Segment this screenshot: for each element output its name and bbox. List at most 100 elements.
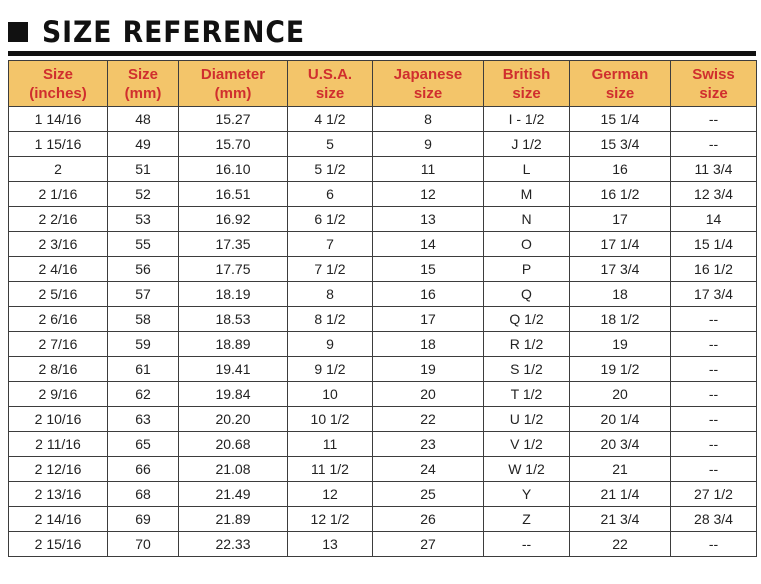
table-cell: S 1/2 (483, 356, 570, 382)
column-header: Swiss size (670, 60, 757, 107)
table-cell: 5 1/2 (287, 156, 373, 182)
table-cell: 9 1/2 (287, 356, 373, 382)
table-cell: 14 (372, 231, 484, 257)
table-cell: 2 11/16 (8, 431, 108, 457)
table-cell: J 1/2 (483, 131, 570, 157)
table-cell: 49 (107, 131, 179, 157)
table-row: 2 13/16 68 21.49 12 25 Y 21 1/4 27 1/2 (8, 481, 757, 507)
column-header: Size (inches) (8, 60, 108, 107)
column-header-line: Japanese (393, 65, 463, 83)
table-cell: 21.89 (178, 506, 288, 532)
table-cell: 7 (287, 231, 373, 257)
table-cell: 8 (372, 106, 484, 132)
column-header-line: (mm) (214, 84, 252, 102)
table-cell: 2 14/16 (8, 506, 108, 532)
table-body: 1 14/16 48 15.27 4 1/2 8 I - 1/2 15 1/4 -- 1 15/… (8, 106, 757, 557)
table-row: 1 14/16 48 15.27 4 1/2 8 I - 1/2 15 1/4 -- (8, 106, 757, 132)
table-cell: 8 1/2 (287, 306, 373, 332)
table-cell: 19 (372, 356, 484, 382)
table-cell: 16.51 (178, 181, 288, 207)
page-title: SIZE REFERENCE (42, 15, 306, 49)
column-header: British size (483, 60, 570, 107)
table-cell: Y (483, 481, 570, 507)
table-cell: 27 (372, 531, 484, 557)
table-row: 2 10/16 63 20.20 10 1/2 22 U 1/2 20 1/4 -- (8, 406, 757, 432)
table-cell: -- (670, 131, 757, 157)
table-cell: 26 (372, 506, 484, 532)
table-cell: 6 (287, 181, 373, 207)
table-cell: 18 (569, 281, 671, 307)
table-cell: Q (483, 281, 570, 307)
table-cell: 18 1/2 (569, 306, 671, 332)
column-header: Size (mm) (107, 60, 179, 107)
column-header: German size (569, 60, 671, 107)
column-header-line: size (699, 84, 728, 102)
table-cell: 22 (569, 531, 671, 557)
table-cell: 2 8/16 (8, 356, 108, 382)
table-cell: 16.92 (178, 206, 288, 232)
column-header-line: size (413, 84, 443, 102)
column-header-line: (mm) (124, 84, 162, 102)
table-cell: 19 1/2 (569, 356, 671, 382)
table-cell: -- (670, 331, 757, 357)
table-cell: 16 1/2 (670, 256, 757, 282)
table-cell: 2 (8, 156, 108, 182)
table-cell: 52 (107, 181, 179, 207)
table-cell: -- (670, 431, 757, 457)
table-cell: Q 1/2 (483, 306, 570, 332)
table-cell: -- (670, 456, 757, 482)
table-row: 2 51 16.10 5 1/2 11 L 16 11 3/4 (8, 156, 757, 182)
table-cell: 11 1/2 (287, 456, 373, 482)
table-cell: 11 3/4 (670, 156, 757, 182)
table-cell: 16 (372, 281, 484, 307)
table-cell: 69 (107, 506, 179, 532)
table-cell: 17 (569, 206, 671, 232)
table-cell: 23 (372, 431, 484, 457)
table-cell: W 1/2 (483, 456, 570, 482)
table-cell: 2 1/16 (8, 181, 108, 207)
table-cell: 68 (107, 481, 179, 507)
table-cell: 20 3/4 (569, 431, 671, 457)
table-cell: 20 (372, 381, 484, 407)
table-cell: 18.19 (178, 281, 288, 307)
table-cell: P (483, 256, 570, 282)
table-cell: 27 1/2 (670, 481, 757, 507)
column-header-line: size (315, 84, 345, 102)
column-header-line: (inches) (29, 84, 87, 102)
title-row: SIZE REFERENCE (8, 12, 328, 52)
table-cell: 10 (287, 381, 373, 407)
table-row: 2 15/16 70 22.33 13 27 -- 22 -- (8, 531, 757, 557)
table-row: 2 6/16 58 18.53 8 1/2 17 Q 1/2 18 1/2 -- (8, 306, 757, 332)
table-cell: 55 (107, 231, 179, 257)
table-cell: -- (670, 531, 757, 557)
square-bullet-icon (8, 22, 28, 42)
table-cell: 51 (107, 156, 179, 182)
table-cell: 65 (107, 431, 179, 457)
table-cell: 15 3/4 (569, 131, 671, 157)
table-row: 2 8/16 61 19.41 9 1/2 19 S 1/2 19 1/2 -- (8, 356, 757, 382)
table-cell: 12 3/4 (670, 181, 757, 207)
table-cell: -- (670, 106, 757, 132)
table-row: 2 7/16 59 18.89 9 18 R 1/2 19 -- (8, 331, 757, 357)
column-header-line: Swiss (692, 65, 735, 83)
table-cell: 17 3/4 (569, 256, 671, 282)
table-cell: O (483, 231, 570, 257)
table-cell: 21.08 (178, 456, 288, 482)
table-cell: -- (670, 306, 757, 332)
table-cell: I - 1/2 (483, 106, 570, 132)
table-row: 2 14/16 69 21.89 12 1/2 26 Z 21 3/4 28 3/4 (8, 506, 757, 532)
table-row: 2 9/16 62 19.84 10 20 T 1/2 20 -- (8, 381, 757, 407)
table-cell: 22.33 (178, 531, 288, 557)
title-underline (8, 51, 756, 56)
table-cell: 11 (287, 431, 373, 457)
size-reference-table: Size (inches) Size (mm) Diameter (mm) U.S.A. si… (8, 60, 757, 557)
column-header: Diameter (mm) (178, 60, 288, 107)
column-header-line: size (605, 84, 635, 102)
table-cell: V 1/2 (483, 431, 570, 457)
table-cell: 1 15/16 (8, 131, 108, 157)
table-cell: 19.84 (178, 381, 288, 407)
column-header: Japanese size (372, 60, 484, 107)
table-cell: 17 1/4 (569, 231, 671, 257)
table-cell: 2 7/16 (8, 331, 108, 357)
column-header-line: German (591, 65, 649, 83)
